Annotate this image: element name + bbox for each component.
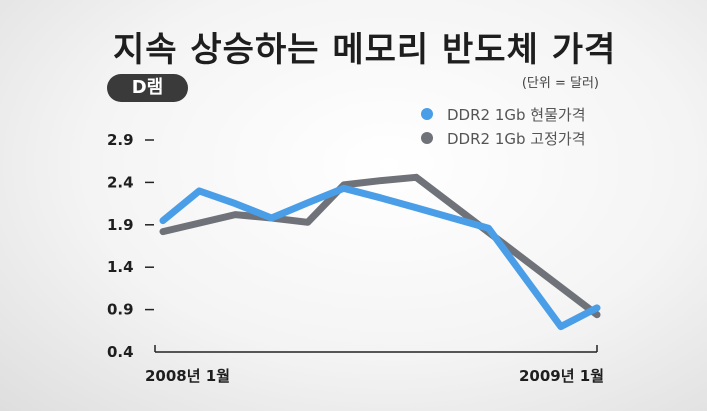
legend-item-fixed: DDR2 1Gb 고정가격 bbox=[421, 127, 586, 149]
series-layer bbox=[159, 173, 601, 331]
spot-data-point bbox=[558, 324, 563, 329]
y-tick-label: 0.4 bbox=[107, 343, 134, 361]
fixed-data-point bbox=[595, 312, 599, 317]
spot-data-point bbox=[269, 216, 274, 220]
y-tick-label: 2.9 bbox=[107, 131, 134, 149]
fixed-data-point bbox=[305, 220, 310, 225]
legend-swatch-fixed bbox=[421, 132, 433, 144]
y-tick-label: 0.9 bbox=[107, 301, 134, 319]
y-tick-label: 1.9 bbox=[107, 216, 134, 234]
legend-swatch-spot bbox=[421, 108, 433, 120]
legend-item-spot: DDR2 1Gb 현물가격 bbox=[421, 103, 586, 125]
spot-data-point bbox=[197, 188, 202, 193]
legend: DDR2 1Gb 현물가격 DDR2 1Gb 고정가격 bbox=[421, 103, 586, 151]
spot-data-point bbox=[233, 201, 238, 206]
spot-data-point bbox=[486, 226, 491, 231]
y-axis: 2.9 2.4 1.9 1.4 0.9 0.4 bbox=[107, 131, 154, 361]
spot-data-point bbox=[595, 305, 599, 310]
y-tick-label: 2.4 bbox=[107, 173, 134, 191]
fixed-data-point bbox=[233, 212, 238, 217]
legend-label-spot: DDR2 1Gb 현물가격 bbox=[447, 105, 586, 124]
spot-data-point bbox=[450, 216, 455, 220]
x-label-end: 2009년 1월 bbox=[519, 367, 604, 385]
series-line-spot bbox=[159, 184, 601, 331]
spot-data-point bbox=[378, 195, 382, 200]
spot-data-point bbox=[341, 186, 346, 191]
x-axis: 2008년 1월 2009년 1월 bbox=[145, 345, 604, 385]
series-line-fixed bbox=[159, 173, 601, 319]
spot-data-point bbox=[161, 218, 165, 223]
fixed-data-point bbox=[414, 175, 419, 180]
dram-badge: D램 bbox=[107, 74, 188, 102]
y-tick-label: 1.4 bbox=[107, 258, 134, 276]
chart-title: 지속 상승하는 메모리 반도체 가격 bbox=[113, 30, 617, 70]
unit-note: (단위 = 달러) bbox=[521, 76, 599, 91]
x-label-start: 2008년 1월 bbox=[145, 367, 230, 385]
legend-label-fixed: DDR2 1Gb 고정가격 bbox=[447, 129, 586, 148]
fixed-data-point bbox=[161, 229, 165, 234]
spot-data-point bbox=[414, 205, 419, 210]
fixed-data-point bbox=[378, 178, 382, 183]
spot-data-point bbox=[305, 200, 310, 205]
